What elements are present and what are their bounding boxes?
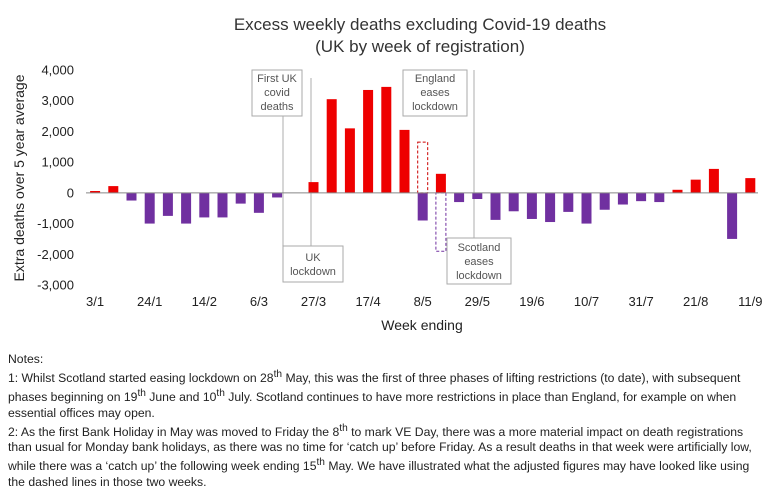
y-tick-labels: -3,000 -2,000 -1,000 0 1,000 2,000 3,000 4,000 (37, 63, 74, 293)
annotation-scotland-eases-lockdown: Scotland eases lockdown (446, 237, 512, 285)
bar (162, 192, 173, 216)
bar (253, 192, 264, 213)
bar (435, 173, 446, 193)
x-tick-label: 11/9 (738, 294, 762, 309)
bar (144, 192, 155, 224)
bar (90, 191, 101, 193)
note-2-sup: th (339, 422, 348, 434)
note-1-sup: th (137, 388, 146, 400)
annotation-line-text: First UK (257, 73, 297, 85)
bar (399, 129, 410, 193)
bar (454, 192, 465, 203)
x-tick-label: 27/3 (301, 294, 326, 309)
annotation-line-text: eases (420, 87, 450, 99)
annotation-line-text: lockdown (290, 266, 336, 278)
note-1-text: May, this was the first of three phases … (8, 371, 741, 405)
bar (690, 179, 701, 193)
excess-deaths-chart: Excess weekly deaths excluding Covid-19 … (11, 15, 762, 333)
y-tick-label: 3,000 (41, 93, 74, 108)
bar (308, 182, 319, 193)
y-tick-label: -1,000 (37, 216, 74, 231)
bar (326, 99, 337, 193)
bar (672, 189, 683, 193)
annotation-line-text: UK (305, 252, 321, 264)
x-tick-label: 10/7 (574, 294, 599, 309)
annotation-line-text: eases (464, 256, 494, 268)
annotation-line-text: deaths (260, 101, 294, 113)
x-tick-label: 14/2 (192, 294, 217, 309)
bar (235, 192, 246, 204)
x-tick-label: 31/7 (628, 294, 653, 309)
adjusted-dashed-bar (417, 141, 429, 194)
bar (708, 168, 719, 193)
x-tick-label: 6/3 (250, 294, 268, 309)
y-tick-label: -2,000 (37, 247, 74, 262)
notes-heading: Notes: (8, 352, 44, 366)
bar (526, 192, 537, 219)
bar (108, 186, 119, 193)
note-1-sup: th (216, 388, 225, 400)
annotation-line-text: England (415, 73, 455, 85)
x-tick-labels: 3/1 24/1 14/2 6/3 27/3 17/4 8/5 29/5 19/6 10/7 31/… (86, 294, 762, 309)
bar (599, 192, 610, 210)
x-tick-label: 17/4 (355, 294, 380, 309)
bar (344, 128, 355, 193)
note-1-sup: th (273, 369, 283, 381)
note-1-text: June and 10 (145, 390, 217, 405)
bar (381, 86, 392, 193)
note-1-text: 1: Whilst Scotland started easing lockdo… (8, 371, 274, 386)
adjusted-dashed-bar (435, 192, 447, 252)
annotation-line-text: lockdown (412, 101, 458, 113)
note-2-sup: th (316, 457, 325, 469)
annotation-first-uk-covid-deaths: First UK covid deaths (251, 69, 303, 117)
bar (417, 192, 428, 221)
bar (363, 89, 374, 193)
annotation-line-text: lockdown (456, 270, 502, 282)
bar (472, 192, 483, 199)
bar (654, 192, 665, 203)
x-tick-label: 3/1 (86, 294, 104, 309)
bar (745, 178, 756, 193)
bar (727, 192, 738, 239)
bar (508, 192, 519, 212)
notes-section: Notes: 1: Whilst Scotland started easing… (8, 352, 760, 490)
bar (181, 192, 192, 224)
bar (581, 192, 592, 224)
x-tick-label: 8/5 (414, 294, 432, 309)
chart-title: Excess weekly deaths excluding Covid-19 … (234, 15, 606, 34)
chart-subtitle: (UK by week of registration) (315, 37, 525, 56)
bar (217, 192, 228, 218)
bar (617, 192, 628, 205)
y-tick-label: 1,000 (41, 155, 74, 170)
y-tick-label: 2,000 (41, 124, 74, 139)
y-tick-label: -3,000 (37, 278, 74, 293)
x-tick-label: 29/5 (465, 294, 490, 309)
annotation-uk-lockdown: UK lockdown (282, 245, 344, 283)
note-2: 2: As the first Bank Holiday in May was … (8, 421, 760, 490)
x-axis-title: Week ending (381, 317, 462, 333)
annotation-england-eases-lockdown: England eases lockdown (402, 69, 468, 117)
bar (545, 192, 556, 223)
note-1-text: July. Scotland continues to have more re… (8, 390, 737, 420)
note-1: 1: Whilst Scotland started easing lockdo… (8, 367, 760, 421)
annotation-line-text: covid (264, 87, 290, 99)
x-tick-label: 19/6 (519, 294, 544, 309)
y-tick-label: 4,000 (41, 63, 74, 78)
x-tick-label: 24/1 (137, 294, 162, 309)
bars-group (90, 86, 756, 239)
x-tick-label: 21/8 (683, 294, 708, 309)
bar (563, 192, 574, 212)
note-2-text: to mark VE Day, there was a more materia… (8, 425, 752, 474)
bar (126, 192, 137, 201)
y-axis-title: Extra deaths over 5 year average (11, 74, 27, 281)
y-tick-label: 0 (67, 185, 74, 200)
annotation-line-text: Scotland (458, 242, 501, 254)
bar (636, 192, 647, 202)
bar (199, 192, 210, 218)
bar (272, 192, 283, 198)
note-2-text: 2: As the first Bank Holiday in May was … (8, 425, 340, 439)
bar (490, 192, 501, 220)
